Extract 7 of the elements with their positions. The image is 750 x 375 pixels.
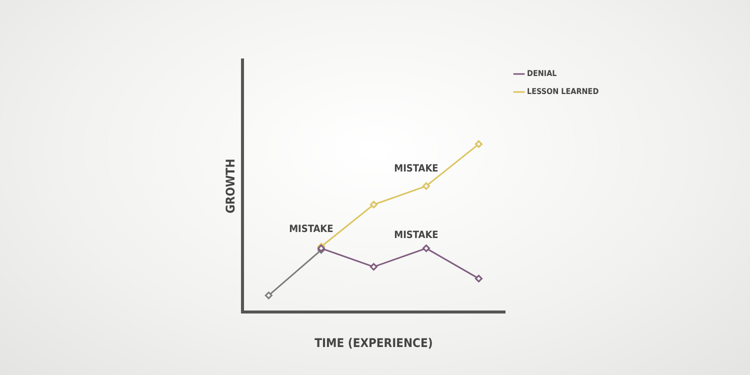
- annotation: MISTAKE: [394, 164, 438, 175]
- y-axis-title: GROWTH: [223, 158, 238, 214]
- annotation: MISTAKE: [289, 224, 334, 236]
- legend-label: LESSON LEARNED: [527, 87, 599, 96]
- x-axis-title: TIME (EXPERIENCE): [314, 336, 433, 350]
- annotation: MISTAKE: [394, 230, 438, 241]
- legend-label: DENIAL: [527, 69, 558, 78]
